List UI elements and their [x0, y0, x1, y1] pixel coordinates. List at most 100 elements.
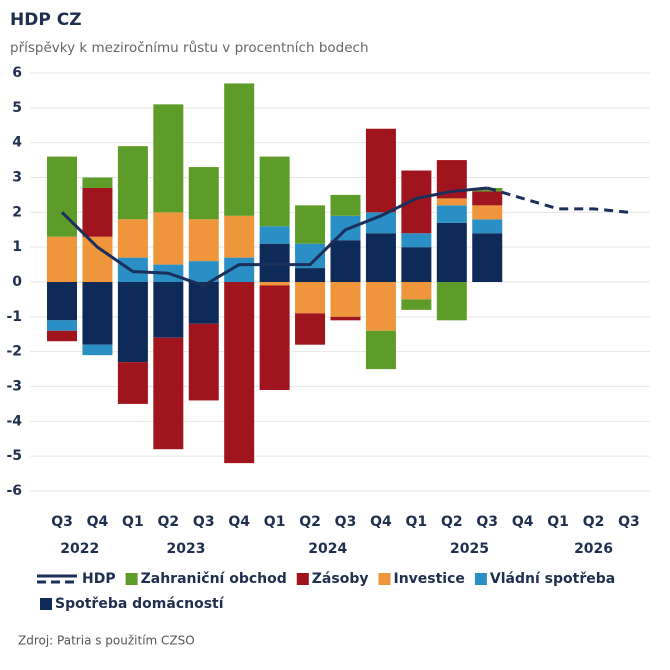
- x-tick-label: Q3: [618, 514, 640, 530]
- x-group-label: 2025: [450, 541, 489, 557]
- bar-segment: [153, 104, 184, 213]
- x-tick-label: Q3: [193, 514, 215, 530]
- chart-subtitle: příspěvky k meziročnímu růstu v procentn…: [10, 40, 369, 56]
- x-tick-label: Q4: [370, 514, 392, 530]
- bar-segment: [188, 167, 219, 220]
- y-tick-label: 3: [12, 170, 22, 186]
- bar-segment: [472, 187, 503, 192]
- y-tick-label: -6: [6, 483, 22, 499]
- x-tick-label: Q3: [51, 514, 73, 530]
- legend-swatch: [40, 598, 52, 610]
- bar-segment: [401, 247, 432, 282]
- bar-segment: [47, 236, 78, 282]
- bar-segment: [472, 191, 503, 206]
- bar-segment: [365, 233, 396, 282]
- bar-segment: [117, 362, 148, 404]
- x-tick-label: Q1: [406, 514, 428, 530]
- bar-segment: [117, 282, 148, 363]
- bar-segment: [436, 282, 467, 321]
- bar-segment: [259, 282, 290, 286]
- bar-segment: [295, 268, 326, 282]
- legend-swatch: [296, 573, 309, 585]
- bar-segment: [117, 146, 148, 220]
- y-tick-label: 5: [12, 100, 22, 116]
- x-tick-label: Q1: [547, 514, 569, 530]
- y-tick-label: 2: [12, 204, 22, 220]
- y-tick-label: -4: [6, 413, 22, 429]
- bar-segment: [47, 282, 78, 321]
- bar-segment: [259, 226, 290, 244]
- y-tick-label: 4: [12, 135, 22, 151]
- legend-swatch: [125, 573, 138, 585]
- bar-segment: [295, 205, 326, 244]
- source: Zdroj: Patria s použitím CZSO: [18, 634, 195, 648]
- y-tick-label: 1: [12, 239, 22, 255]
- bar-segment: [330, 194, 361, 216]
- x-tick-label: Q3: [476, 514, 498, 530]
- bar-segment: [188, 323, 219, 401]
- y-tick-label: -1: [6, 309, 22, 325]
- bar-segment: [188, 282, 219, 324]
- bar-segment: [330, 215, 361, 241]
- legend-label: HDP: [82, 571, 116, 587]
- x-group-label: 2026: [574, 541, 613, 557]
- bar-segment: [365, 128, 396, 213]
- bar-segment: [224, 83, 255, 216]
- y-tick-label: 6: [12, 65, 22, 81]
- legend-swatch: [474, 573, 487, 585]
- bar-segment: [117, 219, 148, 258]
- line: [60, 186, 488, 287]
- bar-segment: [82, 187, 113, 237]
- legend-swatch: [378, 573, 391, 585]
- y-tick-label: -5: [6, 448, 22, 464]
- bar-segment: [259, 285, 290, 390]
- bar-segment: [82, 236, 113, 282]
- bar-segment: [259, 156, 290, 227]
- bar-segment: [472, 219, 503, 234]
- bar-segment: [82, 282, 113, 345]
- bar-segment: [188, 219, 219, 262]
- legend-label: Zahraniční obchod: [141, 571, 287, 587]
- bar-segment: [47, 320, 78, 331]
- bar-segment: [472, 205, 503, 220]
- bar-segment: [401, 170, 432, 234]
- x-tick-label: Q2: [583, 514, 605, 530]
- bar-segment: [401, 233, 432, 248]
- bar-segment: [436, 198, 467, 206]
- bar-segment: [188, 261, 219, 282]
- bar-segment: [365, 330, 396, 370]
- chart-title: HDP CZ: [10, 10, 82, 30]
- x-tick-label: Q3: [335, 514, 357, 530]
- x-group-label: 2023: [167, 541, 206, 557]
- y-tick-label: 0: [12, 274, 22, 290]
- x-tick-label: Q2: [157, 514, 179, 530]
- bar-segment: [472, 233, 503, 282]
- line-forecast: [486, 186, 630, 214]
- legend-label: Zásoby: [312, 571, 369, 587]
- x-tick-label: Q2: [441, 514, 463, 530]
- x-tick-label: Q1: [264, 514, 286, 530]
- bar-segment: [153, 212, 184, 265]
- bar-segment: [295, 313, 326, 345]
- bar-segment: [153, 282, 184, 338]
- bar-segment: [330, 282, 361, 317]
- x-tick-label: Q4: [228, 514, 250, 530]
- bar-segment: [47, 330, 78, 342]
- bar-segment: [436, 222, 467, 282]
- bar-segment: [330, 240, 361, 282]
- bar-segment: [330, 316, 361, 321]
- bar-segment: [153, 337, 184, 450]
- bar-segment: [295, 282, 326, 314]
- bar-segment: [224, 282, 255, 464]
- bar-segment: [401, 282, 432, 300]
- bar-segment: [365, 282, 396, 331]
- x-group-label: 2024: [308, 541, 347, 557]
- y-tick-label: -3: [6, 379, 22, 395]
- x-tick-label: Q2: [299, 514, 321, 530]
- x-tick-label: Q1: [122, 514, 144, 530]
- legend-label: Investice: [393, 571, 464, 587]
- x-tick-label: Q4: [512, 514, 534, 530]
- y-tick-label: -2: [6, 344, 22, 360]
- bar-segment: [401, 299, 432, 310]
